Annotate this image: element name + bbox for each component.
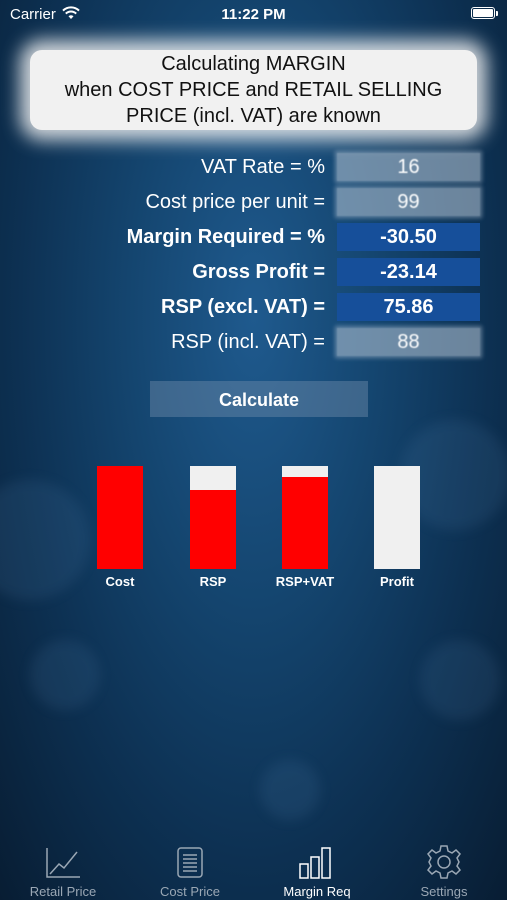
- vat-rate-row: VAT Rate = % 16: [0, 153, 507, 183]
- rsp-excl-value: 75.86: [337, 293, 480, 321]
- page-header: Calculating MARGIN when COST PRICE and R…: [30, 50, 477, 130]
- tab-margin-req-label: Margin Req: [283, 884, 351, 899]
- vat-rate-label: VAT Rate = %: [201, 156, 325, 178]
- bar-label-cost: Cost: [105, 574, 135, 589]
- bar-cost-fill: [97, 466, 143, 569]
- rsp-excl-label: RSP (excl. VAT) =: [161, 296, 325, 318]
- margin-required-label: Margin Required = %: [126, 226, 325, 248]
- header-line-2: when COST PRICE and RETAIL SELLING: [64, 79, 443, 101]
- gross-profit-row: Gross Profit = -23.14: [0, 258, 507, 288]
- tab-bar: Retail Price Cost Price Margin Req Setti…: [0, 838, 507, 900]
- clock: 11:22 PM: [221, 6, 286, 23]
- tab-cost-price-label: Cost Price: [160, 884, 220, 899]
- vat-rate-input[interactable]: 16: [337, 153, 480, 181]
- carrier-label: Carrier: [10, 6, 56, 23]
- tab-margin-req[interactable]: Margin Req: [254, 838, 380, 900]
- rsp-incl-row: RSP (incl. VAT) = 88: [0, 328, 507, 358]
- rsp-incl-label: RSP (incl. VAT) =: [171, 331, 325, 353]
- bar-label-rsp: RSP: [199, 574, 227, 589]
- status-bar: Carrier 11:22 PM: [0, 0, 507, 30]
- margin-required-row: Margin Required = % -30.50: [0, 223, 507, 253]
- receipt-icon: [177, 847, 203, 878]
- line-chart-icon: [46, 848, 80, 878]
- header-line-1: Calculating MARGIN: [161, 53, 346, 75]
- margin-required-value: -30.50: [337, 223, 480, 251]
- header-line-3: PRICE (incl. VAT) are known: [126, 105, 381, 127]
- rsp-excl-row: RSP (excl. VAT) = 75.86: [0, 293, 507, 323]
- battery-icon: [471, 7, 498, 19]
- gross-profit-label: Gross Profit =: [192, 261, 325, 283]
- cost-price-label: Cost price per unit =: [145, 191, 325, 213]
- tab-cost-price[interactable]: Cost Price: [127, 838, 253, 900]
- tab-settings[interactable]: Settings: [381, 838, 507, 900]
- calculate-button[interactable]: Calculate: [150, 381, 368, 417]
- cost-price-row: Cost price per unit = 99: [0, 188, 507, 218]
- bar-rsp: [190, 466, 236, 569]
- gross-profit-value: -23.14: [337, 258, 480, 286]
- bar-rsp-vat-fill: [282, 477, 328, 569]
- tab-retail-price-label: Retail Price: [29, 884, 97, 899]
- rsp-incl-input[interactable]: 88: [337, 328, 480, 356]
- tab-retail-price[interactable]: Retail Price: [0, 838, 126, 900]
- cost-price-input[interactable]: 99: [337, 188, 480, 216]
- bar-profit: [374, 466, 420, 569]
- tab-settings-label: Settings: [420, 884, 468, 899]
- bar-cost: [97, 466, 143, 569]
- bar-chart-icon: [299, 847, 331, 879]
- bar-label-profit: Profit: [380, 574, 414, 589]
- bar-label-rsp-vat: RSP+VAT: [275, 574, 335, 589]
- bar-rsp-fill: [190, 490, 236, 569]
- bar-rsp-vat: [282, 466, 328, 569]
- wifi-icon: [62, 6, 80, 19]
- gear-icon: [427, 845, 461, 879]
